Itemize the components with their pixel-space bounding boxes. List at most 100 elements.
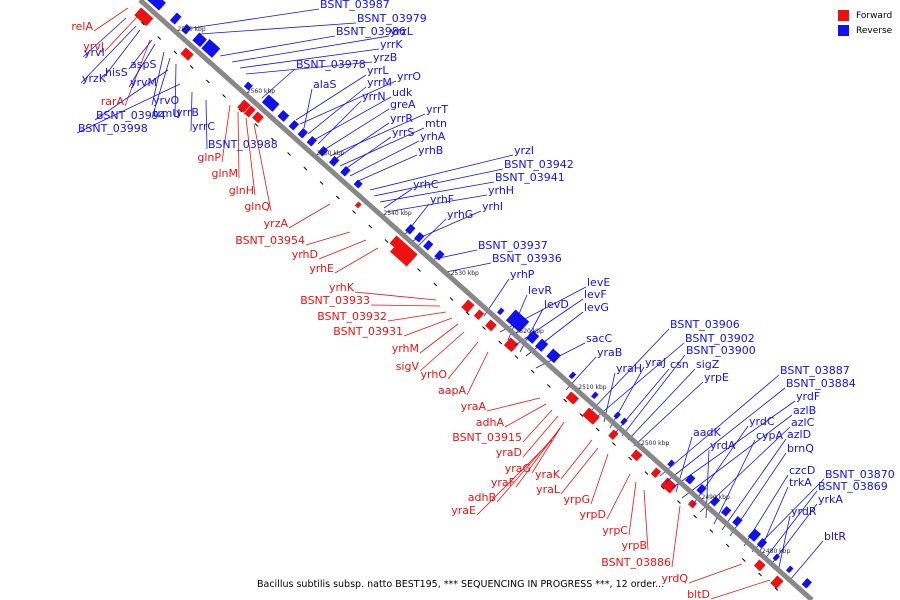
leader-line-bsnt-03932	[387, 311, 447, 322]
gene-label-yrrb: yrrB	[176, 106, 199, 119]
gene-label-yrdq: yrdQ	[662, 572, 689, 585]
sequence-backbone	[138, 0, 814, 600]
gene-label-sigv: sigV	[396, 360, 420, 373]
gene-label-yrhm: yrhM	[392, 342, 419, 355]
gene-label-bsnt-03936: BSNT_03936	[492, 252, 562, 265]
gene-label-yrrn: yrrN	[362, 90, 386, 103]
leader-line-yral	[560, 447, 599, 495]
gene-label-bsnt-03988: BSNT_03988	[208, 138, 278, 151]
leader-line-yrdf	[671, 400, 796, 489]
forward-gene-block-12	[503, 337, 519, 353]
leader-line-yraj	[609, 366, 645, 429]
leader-line-yrrr	[333, 122, 390, 161]
gene-label-bsnt-03884: BSNT_03884	[786, 377, 856, 390]
gene-label-yrro: yrrO	[397, 70, 421, 83]
minor-tick	[530, 369, 535, 374]
leader-line-yrrb	[174, 63, 177, 118]
leader-line-csn	[615, 368, 670, 433]
gene-label-glnp: glnP	[197, 151, 221, 164]
minor-tick	[368, 224, 373, 229]
leader-line-bsnt-03986	[219, 35, 336, 57]
minor-tick	[287, 152, 291, 156]
gene-label-yrrt: yrrT	[426, 103, 448, 116]
gene-label-bsnt-03933: BSNT_03933	[300, 294, 370, 307]
leader-line-yrhk	[354, 291, 437, 301]
leader-line-cypa	[713, 439, 756, 525]
gene-label-glnq: glnQ	[244, 200, 270, 213]
minor-tick	[774, 587, 779, 591]
leader-line-yrzb	[245, 61, 373, 75]
minor-ticks	[141, 21, 779, 591]
leader-line-hiss	[103, 29, 141, 78]
gene-label-bsnt-03954: BSNT_03954	[235, 234, 305, 247]
reverse-gene-block-21	[505, 309, 530, 333]
gene-label-bsnt-03998: BSNT_03998	[78, 122, 148, 135]
leader-line-yrae	[476, 439, 553, 516]
minor-tick	[417, 268, 421, 272]
reverse-gene-block-10	[297, 127, 309, 139]
leader-line-bsnt-03886	[671, 505, 681, 568]
gene-label-adha: adhA	[476, 416, 505, 429]
minor-tick	[758, 572, 762, 577]
gene-label-yrho: yrhO	[421, 368, 448, 381]
leader-line-levg	[525, 311, 584, 357]
leader-line-yrpc	[628, 481, 637, 536]
forward-label: Forward	[856, 10, 893, 21]
ruler-label-2: 2560 kbp	[247, 88, 275, 95]
leader-line-alas	[303, 88, 313, 129]
leader-line-bsnt-03870	[751, 478, 825, 553]
gene-label-mtn: mtn	[425, 117, 447, 130]
minor-tick	[628, 456, 632, 461]
leader-line-bsnt-03902	[597, 342, 685, 417]
minor-tick	[741, 558, 746, 562]
leader-line-asps	[128, 39, 153, 70]
minor-tick	[141, 21, 145, 26]
reverse-gene-block-18	[422, 239, 434, 251]
reverse-gene-block-26	[590, 391, 599, 400]
ruler-label-6: 2520 kbp	[516, 328, 544, 335]
gene-label-bsnt-03986: BSNT_03986	[336, 25, 406, 38]
gene-label-yrrs: yrrS	[392, 126, 414, 139]
gene-label-bsnt-03978: BSNT_03978	[296, 58, 366, 71]
gene-label-yrah: yraH	[616, 362, 642, 375]
gene-label-yral: yraL	[536, 483, 561, 496]
leader-line-bsnt-03994	[94, 69, 169, 121]
ruler-label-10: 2480 kbp	[762, 548, 790, 555]
reverse-label: Reverse	[856, 25, 893, 36]
minor-tick	[319, 181, 324, 185]
forward-swatch	[838, 10, 849, 21]
leader-line-bsnt-03900	[621, 354, 686, 437]
gene-label-levf: levF	[584, 288, 607, 301]
forward-gene-block-18	[660, 477, 677, 494]
reverse-gene-block-17	[414, 231, 425, 243]
forward-gene-block-14	[582, 407, 600, 425]
legend-forward: Forward	[838, 8, 892, 23]
gene-label-yrvi: yrvI	[84, 46, 105, 59]
gene-label-sigz: sigZ	[696, 358, 720, 371]
gene-label-yrak: yraK	[535, 468, 561, 481]
ruler-label-8: 2500 kbp	[641, 440, 669, 447]
gene-label-yrpd: yrpD	[580, 508, 607, 521]
leader-line-glnq	[253, 123, 272, 212]
leader-line-bsnt-03942	[373, 168, 504, 197]
gene-label-yrpg: yrpG	[563, 493, 590, 506]
leader-line-bsnt-03979	[199, 22, 357, 35]
gene-label-yrhe: yrhE	[309, 262, 334, 275]
leader-line-yrvj	[104, 15, 139, 52]
leader-line-yrpg	[590, 453, 609, 505]
leader-line-bltd	[710, 579, 771, 600]
gene-label-bsnt-03902: BSNT_03902	[685, 332, 755, 345]
leader-line-yrdq	[688, 563, 743, 584]
minor-tick	[563, 398, 568, 403]
ruler-label-1: 2570 kbp	[177, 26, 205, 33]
gene-label-yrvm: yrvM	[130, 76, 157, 89]
leader-line-levf	[513, 298, 584, 347]
leader-line-aapa	[466, 351, 489, 396]
gene-label-levd: levD	[544, 298, 569, 311]
minor-tick	[498, 340, 503, 345]
gene-label-yrzk: yrzK	[82, 72, 107, 85]
leader-line-grea	[323, 108, 390, 151]
leader-line-yrhe	[334, 247, 379, 274]
gene-label-yrzb: yrzB	[373, 51, 397, 64]
leader-line-yrad	[522, 415, 559, 458]
